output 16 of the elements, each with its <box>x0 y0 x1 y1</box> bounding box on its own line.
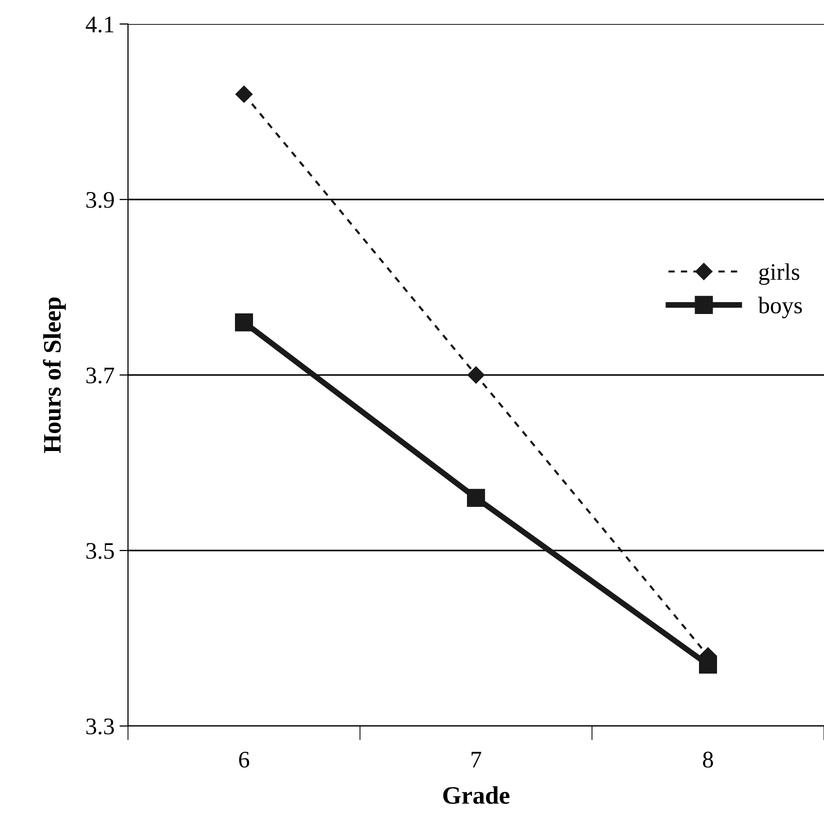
point <box>466 488 486 507</box>
y-tick-label: 3.9 <box>86 192 114 208</box>
y-tick-label: 3.5 <box>86 543 114 560</box>
x-tick-label: 7 <box>472 752 482 768</box>
x-tick-label: 6 <box>239 752 250 768</box>
y-tick-label: 3.7 <box>86 368 114 384</box>
point <box>234 313 254 332</box>
x-tick-label: 8 <box>702 752 714 768</box>
point <box>467 366 485 384</box>
y-axis-title: Hours of Sleep <box>42 298 66 454</box>
legend-label: boys <box>758 296 802 318</box>
y-tick-label: 3.3 <box>86 718 114 735</box>
x-axis-title: Grade <box>443 786 510 804</box>
point <box>235 86 253 103</box>
y-tick-label: 4.1 <box>86 16 114 33</box>
legend-label: girls <box>759 263 800 285</box>
